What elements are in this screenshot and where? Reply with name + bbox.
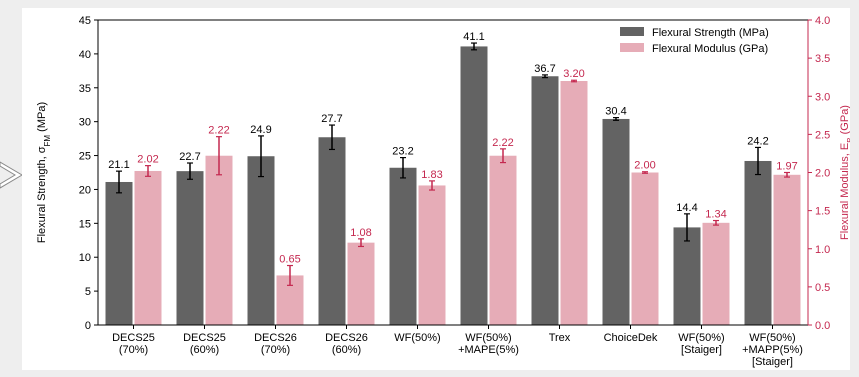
x-tick-label: (60%) [332, 344, 361, 356]
bar-strength [318, 137, 346, 325]
value-label-strength: 24.2 [747, 135, 768, 147]
y-left-tick-label: 20 [79, 184, 91, 196]
value-label-modulus: 2.22 [492, 137, 513, 149]
value-label-strength: 30.4 [605, 106, 626, 118]
bar-modulus [702, 222, 730, 325]
y-right-tick-label: 1.0 [815, 244, 830, 256]
value-label-modulus: 2.22 [208, 125, 229, 137]
y-right-tick-label: 0.0 [815, 320, 830, 332]
bar-group: 22.7 2.22 DECS25(60%) [176, 125, 233, 356]
plot-panel: 21.1 2.02 DECS25 (70%) 22.7 2.22 DECS25 (60%) 24… [22, 8, 850, 370]
value-label-modulus: 1.08 [350, 227, 371, 239]
y-right-tick-label: 3.0 [815, 91, 830, 103]
x-tick-label: (70%) [261, 344, 290, 356]
value-label-modulus: 1.83 [421, 169, 442, 181]
y-left-axis-title: Flexural Strength, σFM (MPa) [36, 102, 52, 243]
value-label-modulus: 1.34 [705, 209, 726, 221]
value-label-strength: 22.7 [179, 151, 200, 163]
bar-group: 36.7 3.20 Trex [531, 63, 588, 344]
y-right-axis-title: Flexural Modulus, EB (GPa) [839, 105, 850, 240]
x-tick-label: WF(50%) [394, 332, 440, 344]
y-left-tick-label: 35 [79, 83, 91, 95]
x-tick-label: DECS25 [112, 332, 155, 344]
y-left-tick-label: 0 [85, 320, 91, 332]
partial-arrow-shape [0, 161, 23, 189]
y-left-tick-label: 15 [79, 218, 91, 230]
value-label-modulus: 1.97 [776, 161, 797, 173]
y-left-tick-label: 45 [79, 15, 91, 27]
value-label-modulus: 2.02 [137, 154, 158, 166]
value-label-modulus: 0.65 [279, 254, 300, 266]
value-label-strength: 24.9 [250, 124, 271, 136]
bar-modulus [631, 172, 659, 325]
y-right-tick-label: 1.5 [815, 206, 830, 218]
legend: Flexural Strength (MPa) Flexural Modulus … [620, 27, 769, 55]
bar-modulus [347, 242, 375, 325]
x-tick-label: WF(50%) [678, 332, 724, 344]
x-tick-label: Trex [549, 332, 571, 344]
y-right-tick-label: 2.5 [815, 129, 830, 141]
bar-strength [105, 181, 133, 325]
x-tick-label: WF(50%) [465, 332, 511, 344]
value-label-modulus: 3.20 [563, 68, 584, 80]
y-left-tick-label: 25 [79, 151, 91, 163]
y-right-tick-label: 4.0 [815, 15, 830, 27]
x-tick-label: +MAPP(5%) [742, 344, 803, 356]
y-left-tick-label: 5 [85, 286, 91, 298]
value-label-strength: 27.7 [321, 113, 342, 125]
value-label-strength: 14.4 [676, 202, 697, 214]
value-label-strength: 41.1 [463, 31, 484, 43]
y-right-tick-label: 0.5 [815, 282, 830, 294]
bar-modulus [489, 155, 517, 325]
x-tick-label: WF(50%) [749, 332, 795, 344]
y-left-tick-label: 10 [79, 252, 91, 264]
x-tick-label: DECS25 [183, 332, 226, 344]
x-tick-label: [Staiger] [752, 356, 793, 368]
bar-strength [389, 167, 417, 325]
value-label-strength: 21.1 [108, 159, 129, 171]
x-tick-label: DECS26 [325, 332, 368, 344]
value-label-strength: 23.2 [392, 146, 413, 158]
value-label-strength: 36.7 [534, 63, 555, 75]
value-label-modulus: 2.00 [634, 160, 655, 172]
legend-label: Flexural Modulus (GPa) [652, 43, 768, 55]
bar-modulus [418, 185, 446, 325]
bar-group: 24.9 0.65 DECS26(70%) [247, 124, 304, 356]
bar-strength [673, 227, 701, 325]
x-tick-label: +MAPE(5%) [458, 344, 519, 356]
y-left-tick-label: 30 [79, 117, 91, 129]
bar-modulus [134, 170, 162, 325]
bar-group: 23.2 1.83 WF(50%) [389, 146, 446, 344]
y-right-tick-label: 3.5 [815, 53, 830, 65]
legend-swatch [620, 27, 644, 36]
legend-label: Flexural Strength (MPa) [652, 27, 769, 39]
bar-modulus [205, 155, 233, 325]
bar-strength [247, 156, 275, 325]
bar-strength [602, 118, 630, 325]
bar-strength [176, 171, 204, 325]
x-tick-label: ChoiceDek [604, 332, 658, 344]
x-tick-label: DECS26 [254, 332, 297, 344]
legend-swatch [620, 43, 644, 52]
bar-group: 14.4 1.34 WF(50%)[Staiger] [673, 202, 730, 356]
bar-group: 24.2 1.97 WF(50%)+MAPP(5%)[Staiger] [742, 135, 803, 368]
y-left-tick-label: 40 [79, 49, 91, 61]
bar-strength [531, 76, 559, 325]
y-right-tick-label: 2.0 [815, 168, 830, 180]
bar-group: 27.7 1.08 DECS26(60%) [318, 113, 375, 356]
x-tick-label: (70%) [119, 344, 148, 356]
bar-strength [744, 160, 772, 325]
x-tick-label: (60%) [190, 344, 219, 356]
x-tick-label: [Staiger] [681, 344, 722, 356]
bar-chart: 21.1 2.02DECS25(70%)22.72.22DECS25(60%)24… [36, 15, 850, 368]
bar-strength [460, 46, 488, 325]
bar-modulus [773, 174, 801, 325]
bar-modulus [560, 81, 588, 325]
bar-group: 21.1 2.02 DECS25(70%) [105, 154, 162, 356]
bar-group: 30.4 2.00 ChoiceDek [602, 106, 659, 344]
bar-group: 41.1 2.22 WF(50%)+MAPE(5%) [458, 31, 519, 356]
